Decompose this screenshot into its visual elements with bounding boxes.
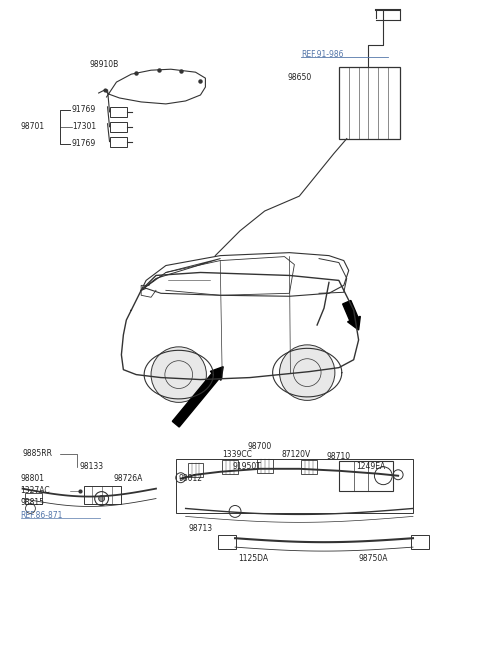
Circle shape <box>99 495 105 502</box>
Bar <box>218 535 236 549</box>
Text: 98133: 98133 <box>80 462 104 471</box>
Bar <box>109 107 127 117</box>
Bar <box>257 459 273 473</box>
Text: 91769: 91769 <box>72 139 96 148</box>
Text: REF.86-871: REF.86-871 <box>21 511 63 520</box>
Text: 98700: 98700 <box>248 443 272 451</box>
Bar <box>109 122 127 132</box>
Text: 98750A: 98750A <box>359 554 388 563</box>
Text: 91769: 91769 <box>72 106 96 114</box>
Bar <box>24 493 42 504</box>
Text: 1339CC: 1339CC <box>222 451 252 459</box>
Text: 98012: 98012 <box>179 474 203 483</box>
Circle shape <box>151 347 206 402</box>
Text: 98710: 98710 <box>327 453 351 461</box>
Text: 1249EA: 1249EA <box>357 462 386 471</box>
Text: 98701: 98701 <box>21 122 45 131</box>
Bar <box>222 460 238 474</box>
Text: 1327AC: 1327AC <box>21 486 50 495</box>
Text: 1125DA: 1125DA <box>238 554 268 563</box>
Bar <box>176 459 413 514</box>
Text: 98713: 98713 <box>189 523 213 533</box>
Text: 98726A: 98726A <box>113 474 143 483</box>
FancyArrow shape <box>343 300 360 330</box>
Circle shape <box>279 345 335 400</box>
Text: 98910B: 98910B <box>90 60 119 69</box>
Bar <box>188 463 204 477</box>
Text: REF.91-986: REF.91-986 <box>301 50 344 59</box>
Bar <box>339 67 400 138</box>
Text: 9885RR: 9885RR <box>23 449 52 459</box>
Bar <box>301 460 317 474</box>
Text: 17301: 17301 <box>72 122 96 131</box>
Bar <box>84 485 121 504</box>
Text: 98815: 98815 <box>21 498 45 507</box>
Text: 91950T: 91950T <box>232 462 261 471</box>
FancyArrow shape <box>172 367 223 427</box>
Bar <box>109 136 127 146</box>
Text: 98801: 98801 <box>21 474 45 483</box>
Bar <box>339 461 393 491</box>
Text: 87120V: 87120V <box>281 451 311 459</box>
Text: 98650: 98650 <box>288 73 312 81</box>
Bar <box>411 535 429 549</box>
